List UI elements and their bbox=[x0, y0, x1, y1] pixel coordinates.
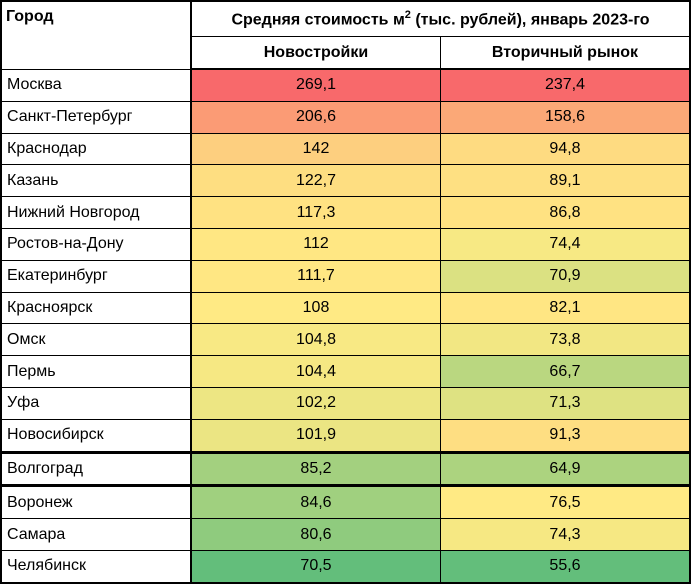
table-row: Волгоград 85,2 64,9 bbox=[0, 450, 691, 487]
table-row: Воронеж 84,6 76,5 bbox=[0, 484, 691, 520]
table-row: Екатеринбург 111,7 70,9 bbox=[0, 259, 691, 293]
city-cell: Уфа bbox=[0, 386, 192, 420]
city-cell: Краснодар bbox=[0, 132, 192, 166]
new-price-cell: 102,2 bbox=[190, 386, 441, 420]
new-price-cell: 111,7 bbox=[190, 259, 441, 293]
city-cell: Волгоград bbox=[0, 450, 192, 487]
secondary-price-cell: 66,7 bbox=[440, 355, 691, 388]
city-header: Город bbox=[0, 0, 192, 70]
new-price-cell: 80,6 bbox=[190, 518, 441, 551]
city-cell: Омск bbox=[0, 323, 192, 357]
new-price-cell: 84,6 bbox=[190, 484, 441, 520]
secondary-price-cell: 86,8 bbox=[440, 196, 691, 229]
new-price-cell: 108 bbox=[190, 291, 441, 325]
new-price-cell: 269,1 bbox=[190, 68, 441, 102]
secondary-price-cell: 74,4 bbox=[440, 227, 691, 261]
city-cell: Екатеринбург bbox=[0, 259, 192, 293]
new-price-cell: 142 bbox=[190, 132, 441, 166]
city-cell: Красноярск bbox=[0, 291, 192, 325]
new-price-cell: 206,6 bbox=[190, 100, 441, 134]
secondary-price-cell: 64,9 bbox=[440, 450, 691, 487]
table-row: Красноярск 108 82,1 bbox=[0, 291, 691, 325]
secondary-price-cell: 94,8 bbox=[440, 132, 691, 166]
table-row: Уфа 102,2 71,3 bbox=[0, 386, 691, 420]
secondary-price-cell: 91,3 bbox=[440, 418, 691, 453]
new-price-cell: 101,9 bbox=[190, 418, 441, 453]
table-title: Средняя стоимость м2 (тыс. рублей), янва… bbox=[190, 0, 691, 37]
new-price-cell: 112 bbox=[190, 227, 441, 261]
new-price-cell: 122,7 bbox=[190, 164, 441, 198]
table-row: Казань 122,7 89,1 bbox=[0, 164, 691, 198]
city-cell: Новосибирск bbox=[0, 418, 192, 453]
secondary-price-cell: 237,4 bbox=[440, 68, 691, 102]
city-cell: Самара bbox=[0, 518, 192, 551]
table-row: Пермь 104,4 66,7 bbox=[0, 355, 691, 388]
table-row: Санкт-Петербург 206,6 158,6 bbox=[0, 100, 691, 134]
new-price-cell: 104,8 bbox=[190, 323, 441, 357]
new-price-cell: 104,4 bbox=[190, 355, 441, 388]
new-price-cell: 85,2 bbox=[190, 450, 441, 487]
secondary-price-cell: 74,3 bbox=[440, 518, 691, 551]
secondary-price-cell: 158,6 bbox=[440, 100, 691, 134]
table-row: Ростов-на-Дону 112 74,4 bbox=[0, 227, 691, 261]
city-cell: Казань bbox=[0, 164, 192, 198]
secondary-price-cell: 70,9 bbox=[440, 259, 691, 293]
new-price-cell: 117,3 bbox=[190, 196, 441, 229]
table-row: Новосибирск 101,9 91,3 bbox=[0, 418, 691, 453]
city-cell: Санкт-Петербург bbox=[0, 100, 192, 134]
city-cell: Москва bbox=[0, 68, 192, 102]
table-row: Омск 104,8 73,8 bbox=[0, 323, 691, 357]
table-row: Краснодар 142 94,8 bbox=[0, 132, 691, 166]
secondary-price-cell: 76,5 bbox=[440, 484, 691, 520]
table-row: Самара 80,6 74,3 bbox=[0, 518, 691, 551]
column-header-secondary: Вторичный рынок bbox=[440, 36, 691, 70]
city-cell: Нижний Новгород bbox=[0, 196, 192, 229]
secondary-price-cell: 89,1 bbox=[440, 164, 691, 198]
secondary-price-cell: 73,8 bbox=[440, 323, 691, 357]
secondary-price-cell: 71,3 bbox=[440, 386, 691, 420]
secondary-price-cell: 82,1 bbox=[440, 291, 691, 325]
table-row: Москва 269,1 237,4 bbox=[0, 68, 691, 102]
column-header-new: Новостройки bbox=[190, 36, 441, 70]
city-cell: Воронеж bbox=[0, 484, 192, 520]
table-row: Нижний Новгород 117,3 86,8 bbox=[0, 196, 691, 229]
city-cell: Ростов-на-Дону bbox=[0, 227, 192, 261]
city-cell: Пермь bbox=[0, 355, 192, 388]
